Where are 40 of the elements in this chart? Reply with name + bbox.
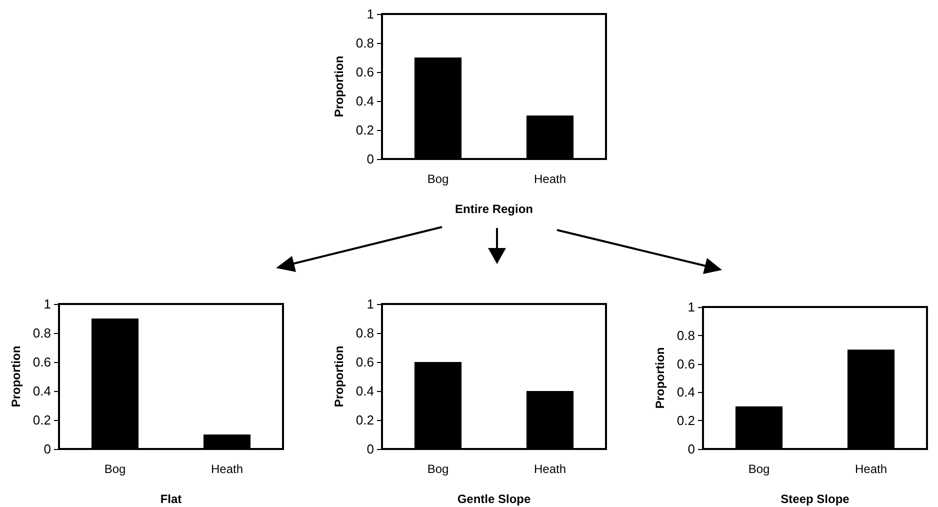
- y-tick-label: 0.4: [356, 384, 374, 398]
- y-tick-label: 1: [688, 300, 695, 314]
- y-tick-label: 0.4: [32, 384, 51, 398]
- x-tick-label: Heath: [854, 462, 888, 476]
- y-tick-label: 0.6: [356, 64, 374, 80]
- y-tick-label: 0: [366, 442, 374, 456]
- y-tick-label: 0.2: [356, 412, 374, 428]
- x-tick-label: Bog: [427, 462, 449, 476]
- x-axis-title: Flat: [160, 492, 182, 506]
- x-axis-title: Entire Region: [454, 202, 534, 216]
- y-tick-label: 0.4: [676, 384, 695, 400]
- y-tick-label: 0.6: [356, 354, 374, 370]
- y-tick-label: 0.4: [356, 94, 374, 108]
- y-tick-label: 0.2: [32, 412, 51, 428]
- x-tick-label: Heath: [534, 462, 566, 476]
- y-tick-label: 1: [44, 296, 51, 312]
- x-tick-label: Bog: [748, 462, 770, 476]
- x-tick-label: Bog: [104, 462, 126, 476]
- x-axis-title: Gentle Slope: [457, 492, 531, 506]
- y-tick-label: 0.2: [356, 122, 374, 138]
- y-tick-label: 0: [366, 152, 374, 166]
- y-tick-label: 0.6: [32, 354, 51, 370]
- y-tick-label: 1: [366, 6, 374, 22]
- y-tick-label: 0: [44, 442, 51, 456]
- y-tick-label: 0.8: [356, 326, 374, 340]
- y-tick-label: 1: [366, 296, 374, 312]
- x-tick-label: Heath: [534, 172, 566, 186]
- x-tick-label: Bog: [427, 172, 449, 186]
- x-axis-title: Steep Slope: [780, 492, 850, 506]
- y-tick-label: 0.8: [676, 328, 695, 343]
- x-tick-label: Heath: [210, 462, 244, 476]
- y-axis-title: Proportion: [9, 346, 24, 408]
- y-tick-label: 0.8: [32, 326, 51, 340]
- y-tick-label: 0.6: [676, 356, 695, 372]
- y-tick-label: 0.8: [356, 36, 374, 50]
- y-tick-label: 0.2: [676, 413, 695, 428]
- y-axis-title: Proportion: [332, 346, 346, 408]
- y-tick-label: 0: [688, 442, 695, 456]
- y-axis-title: Proportion: [653, 347, 668, 409]
- y-axis-title: Proportion: [332, 56, 346, 118]
